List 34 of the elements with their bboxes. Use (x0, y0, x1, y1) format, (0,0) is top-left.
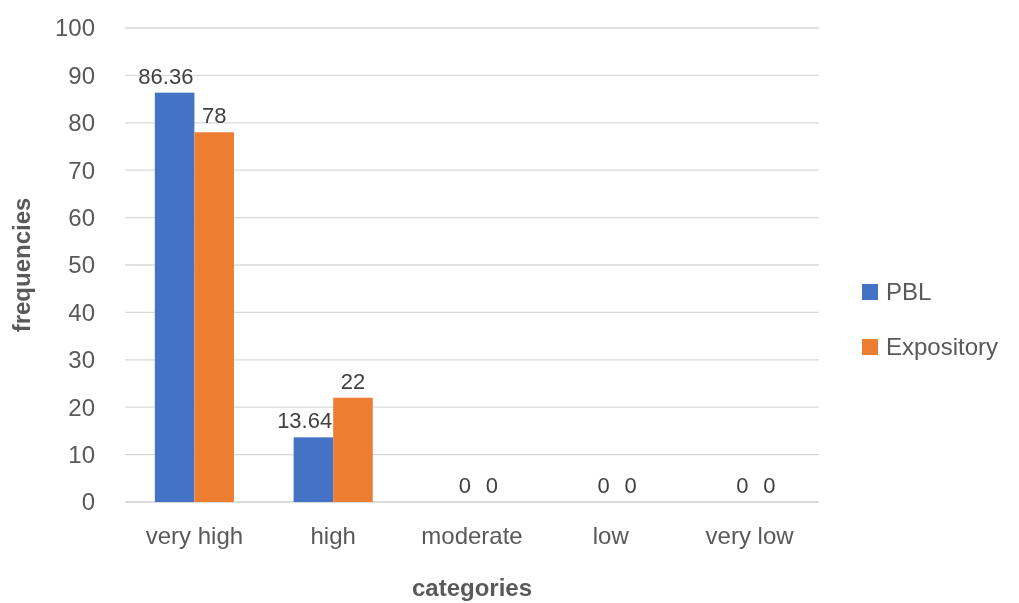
x-tick-label: low (592, 522, 630, 549)
y-axis-title: frequencies (8, 197, 35, 333)
x-axis-title: categories (411, 574, 533, 601)
y-tick-label: 90 (68, 61, 95, 89)
y-tick-label: 80 (68, 109, 95, 137)
y-tick-label: 50 (68, 251, 95, 279)
data-label: 78 (201, 103, 227, 129)
y-tick-label: 70 (68, 156, 95, 184)
data-label: 22 (340, 368, 366, 394)
data-label: 0 (624, 473, 637, 498)
x-tick-label: high (310, 522, 356, 549)
data-label: 0 (763, 473, 776, 498)
y-tick-label: 40 (68, 298, 95, 326)
legend-label: Expository (886, 333, 999, 361)
y-tick-label: 30 (68, 346, 95, 374)
y-tick-label: 0 (81, 488, 95, 516)
data-label: 13.64 (277, 408, 333, 434)
bar (293, 437, 334, 502)
y-tick-label: 100 (54, 14, 95, 42)
y-tick-label: 20 (68, 393, 95, 421)
data-label: 0 (736, 473, 749, 498)
y-tick-label: 60 (68, 204, 95, 231)
data-label: 0 (597, 473, 610, 498)
bar (333, 397, 373, 502)
legend-label: PBL (886, 278, 932, 306)
x-tick-label: very high (145, 522, 244, 549)
data-label: 0 (485, 473, 498, 498)
y-tick-label: 10 (68, 441, 95, 468)
data-label: 0 (458, 473, 471, 498)
x-tick-label: moderate (421, 522, 523, 549)
bar (194, 132, 234, 502)
data-label: 86.36 (138, 63, 194, 89)
x-tick-label: very low (705, 522, 795, 549)
bar (154, 92, 195, 502)
